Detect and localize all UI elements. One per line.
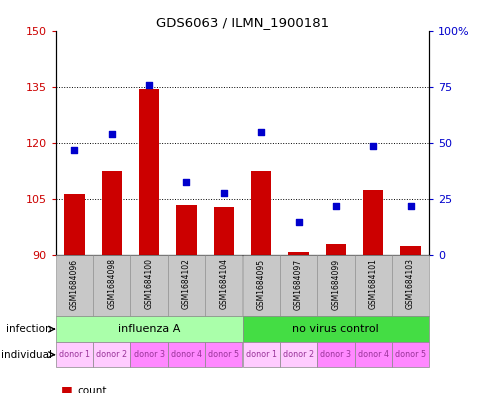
Bar: [176, 205, 197, 255]
Bar: [138, 89, 159, 255]
Text: GSM1684100: GSM1684100: [144, 259, 153, 310]
Bar: [391, 342, 428, 367]
Bar: [242, 316, 428, 342]
Text: infection: infection: [6, 324, 52, 334]
Text: GSM1684099: GSM1684099: [331, 259, 340, 310]
Text: influenza A: influenza A: [118, 324, 180, 334]
Text: GSM1684104: GSM1684104: [219, 259, 228, 310]
Point: [294, 219, 302, 225]
Bar: [56, 316, 242, 342]
Text: GSM1684102: GSM1684102: [182, 259, 191, 309]
Bar: [279, 342, 317, 367]
Point: [369, 143, 377, 149]
Point: [257, 129, 265, 135]
Bar: [130, 342, 167, 367]
Bar: [213, 207, 234, 255]
Text: donor 2: donor 2: [96, 350, 127, 359]
Bar: [242, 255, 279, 316]
Bar: [56, 342, 93, 367]
Text: GSM1684098: GSM1684098: [107, 259, 116, 310]
Text: GSM1684101: GSM1684101: [368, 259, 377, 309]
Bar: [205, 342, 242, 367]
Bar: [287, 252, 308, 255]
Text: GSM1684095: GSM1684095: [256, 259, 265, 310]
Point: [71, 147, 78, 153]
Text: ■: ■: [60, 384, 72, 393]
Bar: [317, 342, 354, 367]
Text: donor 3: donor 3: [320, 350, 350, 359]
Text: donor 4: donor 4: [171, 350, 201, 359]
Point: [331, 203, 339, 209]
Bar: [362, 190, 383, 255]
Text: donor 5: donor 5: [394, 350, 425, 359]
Bar: [93, 255, 130, 316]
Bar: [354, 342, 391, 367]
Bar: [205, 255, 242, 316]
Text: donor 4: donor 4: [357, 350, 388, 359]
Bar: [399, 246, 420, 255]
Bar: [101, 171, 122, 255]
Bar: [167, 255, 205, 316]
Point: [406, 203, 413, 209]
Bar: [167, 342, 205, 367]
Bar: [317, 255, 354, 316]
Bar: [93, 342, 130, 367]
Text: no virus control: no virus control: [292, 324, 378, 334]
Point: [182, 178, 190, 185]
Text: GSM1684096: GSM1684096: [70, 259, 79, 310]
Text: donor 1: donor 1: [59, 350, 90, 359]
Bar: [242, 342, 279, 367]
Point: [145, 82, 153, 88]
Bar: [64, 194, 85, 255]
Text: donor 3: donor 3: [134, 350, 164, 359]
Text: individual: individual: [1, 350, 52, 360]
Bar: [56, 255, 93, 316]
Bar: [250, 171, 271, 255]
Bar: [130, 255, 167, 316]
Point: [107, 131, 115, 138]
Text: donor 1: donor 1: [245, 350, 276, 359]
Text: donor 5: donor 5: [208, 350, 239, 359]
Bar: [391, 255, 428, 316]
Bar: [325, 244, 346, 255]
Text: count: count: [77, 386, 107, 393]
Text: GSM1684103: GSM1684103: [405, 259, 414, 310]
Title: GDS6063 / ILMN_1900181: GDS6063 / ILMN_1900181: [156, 16, 328, 29]
Bar: [354, 255, 391, 316]
Point: [219, 189, 227, 196]
Text: donor 2: donor 2: [282, 350, 314, 359]
Text: GSM1684097: GSM1684097: [293, 259, 302, 310]
Bar: [279, 255, 317, 316]
